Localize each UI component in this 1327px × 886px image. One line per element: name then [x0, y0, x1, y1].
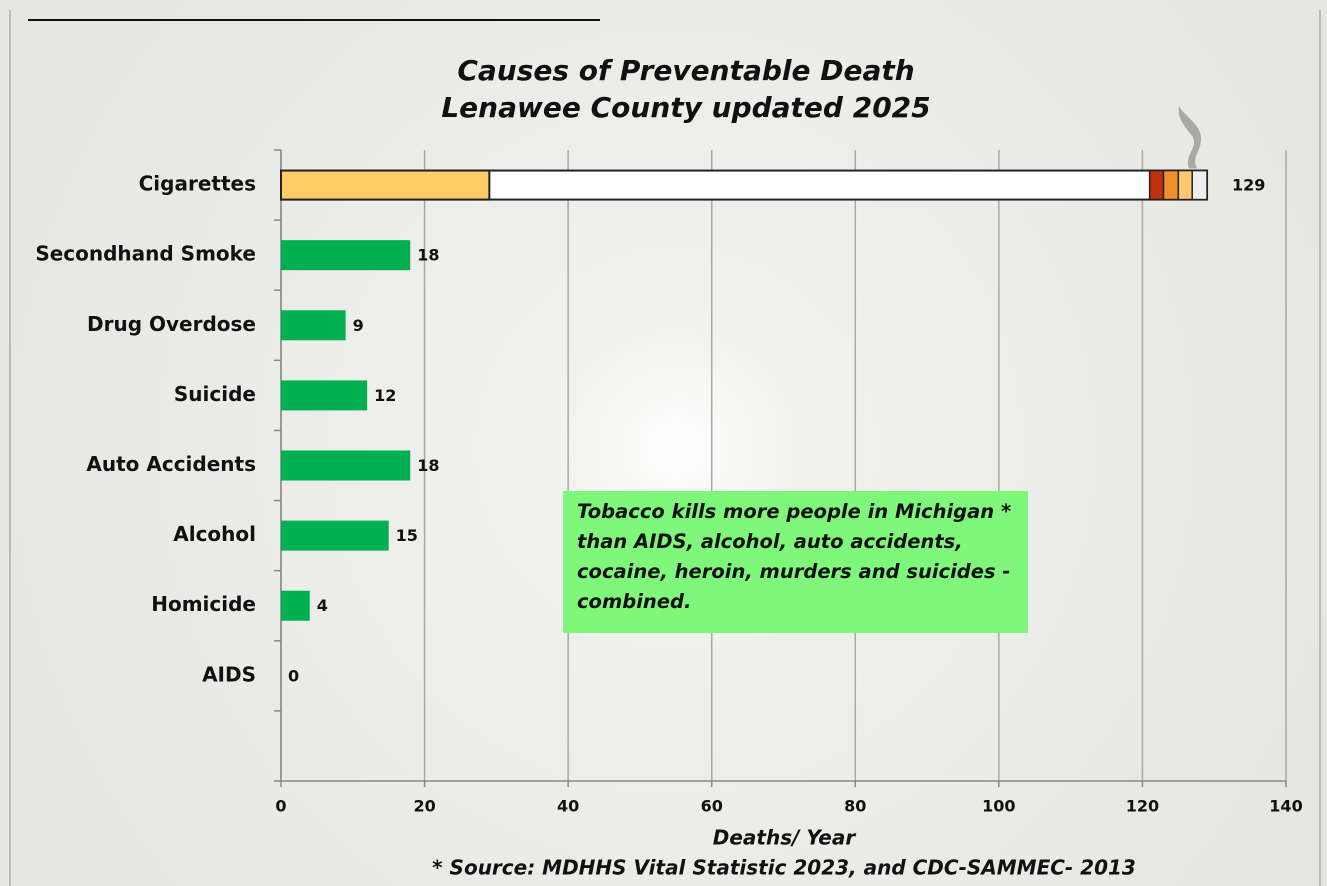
cigarette-filter	[280, 169, 491, 201]
x-tick-label: 20	[413, 797, 435, 816]
x-tick-label: 60	[701, 797, 723, 816]
annotation-box: Tobacco kills more people in Michigan * …	[563, 491, 1028, 633]
smoke	[1178, 106, 1202, 169]
y-tick-label: AIDS	[202, 662, 256, 686]
y-tick-label: Secondhand Smoke	[35, 242, 256, 266]
value-label: 129	[1232, 176, 1265, 195]
chart-title: Causes of Preventable Death	[457, 54, 914, 87]
x-tick-label: 40	[557, 797, 579, 816]
source-note: * Source: MDHHS Vital Statistic 2023, an…	[432, 856, 1136, 880]
value-label: 18	[417, 456, 439, 475]
bar	[281, 380, 368, 411]
value-label: 9	[353, 316, 364, 335]
bar	[281, 450, 411, 481]
y-tick-label: Alcohol	[173, 522, 256, 546]
x-tick-label: 0	[275, 797, 286, 816]
cigarette-ember	[1162, 169, 1180, 201]
bar	[281, 310, 346, 341]
cigarette-ember	[1191, 169, 1208, 201]
y-tick-label: Drug Overdose	[87, 312, 256, 336]
x-tick-label: 100	[982, 797, 1015, 816]
value-label: 15	[396, 526, 418, 545]
bar	[281, 590, 310, 621]
chart-title: Lenawee County updated 2025	[441, 91, 930, 124]
y-tick-label: Suicide	[174, 382, 256, 406]
y-tick-label: Cigarettes	[139, 172, 256, 196]
x-axis-label: Deaths/ Year	[713, 826, 857, 850]
x-tick-label: 120	[1126, 797, 1159, 816]
value-label: 12	[374, 386, 396, 405]
value-label: 4	[317, 596, 328, 615]
cigarette-ember	[1177, 169, 1193, 201]
x-tick-label: 80	[844, 797, 866, 816]
value-label: 0	[288, 666, 299, 685]
x-tick-label: 140	[1269, 797, 1302, 816]
bar	[281, 240, 411, 271]
y-tick-label: Auto Accidents	[86, 452, 256, 476]
bar	[281, 520, 389, 551]
cigarette-ember	[1148, 169, 1165, 201]
value-label: 18	[417, 246, 439, 265]
y-tick-label: Homicide	[151, 592, 256, 616]
